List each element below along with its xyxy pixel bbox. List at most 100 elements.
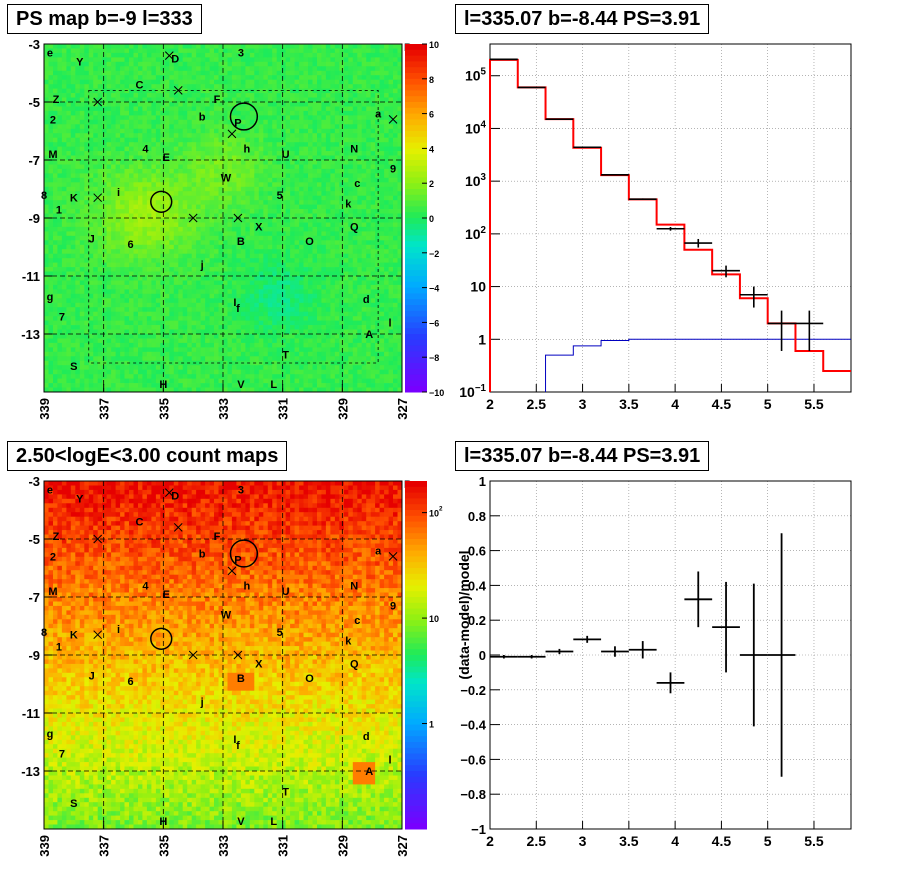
source-label: 3 [238, 485, 244, 497]
source-label: 8 [41, 190, 47, 202]
source-label: e [47, 485, 53, 497]
x-tick-label: 2.5 [527, 833, 547, 849]
x-tick-label: 3.5 [619, 833, 639, 849]
spectrum-frame [489, 43, 852, 393]
spectrum-panel: 2 2.5 3 3.5 4 4.5 5 5.5 10−1 1 10 102 103 104 105 l=33… [449, 0, 898, 437]
source-label: J [89, 233, 95, 245]
source-label: X [255, 659, 263, 671]
source-cross [164, 51, 174, 60]
residual-panel: 2 2.5 3 3.5 4 4.5 5 5.5 1 0.8 0.6 0.4 0.2 0 −0.2 −0.4 −0… [449, 437, 898, 875]
source-label: Y [76, 493, 84, 505]
count-colorbar [405, 481, 427, 830]
source-label: g [47, 728, 54, 740]
residual-point [601, 646, 629, 657]
source-label: c [354, 178, 360, 190]
data-point [767, 310, 796, 351]
source-label: K [70, 193, 78, 205]
source-label: h [243, 143, 250, 155]
y-tick-label: -9 [28, 648, 40, 663]
source-label: V [237, 816, 245, 828]
source-label: 1 [56, 204, 62, 216]
colorbar-label: 8 [429, 75, 434, 85]
x-tick-label: 337 [97, 835, 112, 857]
source-label: a [375, 109, 382, 121]
source-label: Q [350, 659, 359, 671]
source-label: d [363, 731, 370, 743]
y-tick-label: 10−1 [459, 383, 486, 400]
source-label: S [70, 798, 77, 810]
ps-grid [44, 44, 402, 392]
source-label: k [345, 636, 352, 648]
source-label: M [48, 149, 57, 161]
y-tick-label: 0.6 [468, 544, 486, 559]
source-label: 2 [50, 551, 56, 563]
model-series [489, 58, 851, 392]
y-tick-label: -3 [28, 37, 40, 52]
residual-point [767, 533, 796, 777]
residual-point [628, 641, 657, 659]
colorbar-label: −8 [429, 353, 439, 363]
source-label: i [117, 187, 120, 199]
source-label: d [363, 294, 370, 306]
source-label: D [171, 491, 179, 503]
source-label: 5 [277, 190, 283, 202]
colorbar-label: 6 [429, 110, 434, 120]
source-label: E [163, 589, 170, 601]
background-series [545, 338, 851, 392]
source-label: I [233, 734, 236, 746]
source-label: V [237, 379, 245, 391]
source-label: E [163, 152, 170, 164]
source-label: 9 [390, 601, 396, 613]
data-point [712, 265, 740, 278]
source-label: J [89, 670, 95, 682]
data-point [628, 198, 657, 200]
source-label: 6 [127, 676, 133, 688]
residual-grid [490, 481, 851, 829]
x-tick-label: 331 [276, 398, 291, 420]
y-tick-label: 104 [465, 119, 487, 136]
source-label: A [365, 329, 373, 341]
residual-point [656, 672, 685, 694]
source-label: W [221, 609, 232, 621]
x-tick-label: 339 [37, 835, 52, 857]
source-label: H [159, 379, 167, 391]
count-heatmap-cells [44, 481, 403, 830]
source-cross [173, 523, 183, 532]
y-tick-label: −0.2 [460, 683, 486, 698]
source-label: D [171, 54, 179, 66]
y-tick-label: -9 [28, 211, 40, 226]
source-label: W [221, 172, 232, 184]
y-tick-label: 1 [479, 474, 486, 489]
x-tick-label: 333 [216, 398, 231, 420]
data-point [656, 226, 685, 231]
colorbar-label: −6 [429, 318, 439, 328]
source-cross [388, 115, 398, 124]
source-label: i [117, 624, 120, 636]
count-map-chart: 339 337 335 333 331 329 327 -3 -5 -7 -9 -11 -13 e Y D 3 B… [21, 474, 443, 857]
y-tick-label: -13 [21, 327, 40, 342]
source-label: C [135, 517, 143, 529]
residual-title: l=335.07 b=-8.44 PS=3.91 [455, 441, 710, 471]
source-label: 3 [238, 48, 244, 60]
x-tick-label: 3.5 [619, 396, 639, 412]
source-cross [388, 552, 398, 561]
residual-chart: 2 2.5 3 3.5 4 4.5 5 5.5 1 0.8 0.6 0.4 0.2 0 −0.2 −0.4 −0… [456, 474, 852, 849]
source-label: h [243, 580, 250, 592]
y-tick-label: 1 [478, 331, 486, 347]
source-label: F [214, 94, 221, 106]
source-cross [227, 129, 237, 139]
source-label: N [350, 580, 358, 592]
x-tick-label: 329 [335, 398, 350, 420]
colorbar-label: 4 [429, 144, 434, 154]
y-tick-label: −1 [471, 822, 486, 837]
y-tick-label: -11 [22, 706, 40, 721]
y-tick-label: -13 [21, 764, 40, 779]
colorbar-label: 10 [429, 614, 439, 624]
source-cross [93, 630, 103, 640]
source-cross [93, 97, 103, 107]
source-label: j [200, 696, 204, 708]
ps-heatmap-cells [44, 44, 403, 393]
source-label: c [354, 615, 360, 627]
source-label: 8 [41, 627, 47, 639]
source-label: j [200, 259, 204, 271]
